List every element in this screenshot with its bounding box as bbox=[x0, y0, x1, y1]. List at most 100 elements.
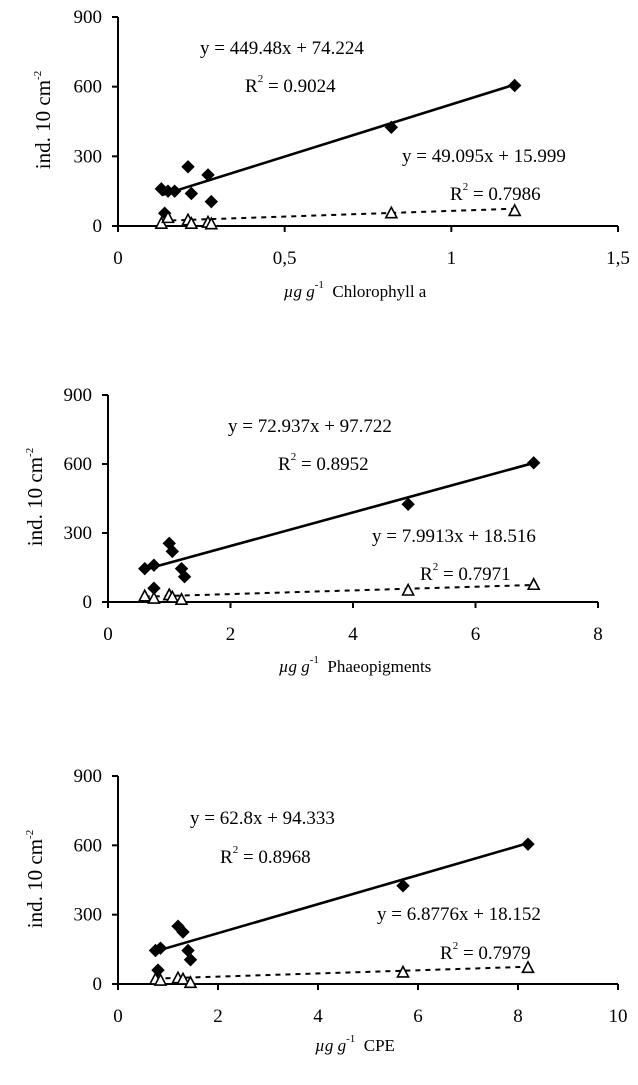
data-point-series-2 bbox=[507, 203, 522, 217]
x-tick-label: 6 bbox=[471, 624, 481, 645]
data-point-series-2 bbox=[147, 590, 161, 604]
r-squared-value: = 0.9024 bbox=[263, 76, 336, 97]
r-squared-value: = 0.7979 bbox=[458, 943, 530, 964]
x-tick-label: 0,5 bbox=[273, 248, 297, 269]
r-squared-symbol: R bbox=[245, 76, 258, 97]
chart-panel-3: 0 2 4 6 8 10 0 300 600 900 ind. 10 cm-2 µg g-1 CPE y… bbox=[23, 766, 628, 1055]
data-point-series-1 bbox=[153, 941, 168, 955]
x-tick-label: 0 bbox=[103, 624, 113, 645]
data-point-series-2 bbox=[521, 960, 535, 974]
data-point-series-1 bbox=[201, 168, 215, 182]
y-axis-title-text: ind. 10 cm bbox=[31, 80, 55, 169]
r-squared-exponent: 2 bbox=[453, 940, 459, 952]
r-squared-symbol: R bbox=[220, 847, 233, 868]
r-squared-series-1: R2 = 0.8968 bbox=[220, 844, 311, 868]
x-axis-title-name: Chlorophyll a bbox=[332, 282, 426, 301]
data-point-series-1 bbox=[507, 78, 522, 93]
trendline-series-1 bbox=[155, 841, 529, 953]
data-point-series-2 bbox=[384, 205, 399, 219]
x-axis-title-unit: µg g bbox=[315, 1036, 346, 1055]
r-squared-series-2: R2 = 0.7971 bbox=[420, 561, 511, 585]
data-point-series-2 bbox=[153, 972, 168, 986]
data-point-series-1 bbox=[177, 569, 192, 584]
r-squared-symbol: R bbox=[420, 564, 433, 585]
y-axis-title-exponent: -2 bbox=[24, 830, 36, 839]
x-axis-title-exponent: -1 bbox=[310, 654, 319, 666]
x-axis-title: µg g-1 Chlorophyll a bbox=[284, 279, 427, 301]
r-squared-exponent: 2 bbox=[258, 73, 264, 85]
y-axis-title-exponent: -2 bbox=[32, 71, 44, 80]
data-point-series-1 bbox=[184, 186, 199, 201]
data-point-series-2 bbox=[165, 589, 180, 603]
regression-equation-series-1: y = 62.8x + 94.333 bbox=[190, 808, 335, 829]
r-squared-symbol: R bbox=[450, 184, 463, 205]
data-point-series-2 bbox=[137, 588, 152, 602]
r-squared-exponent: 2 bbox=[433, 561, 439, 573]
trendline-series-1 bbox=[160, 83, 516, 197]
x-tick-label: 4 bbox=[348, 624, 358, 645]
data-point-series-1 bbox=[204, 194, 219, 209]
trendline-series-2 bbox=[155, 965, 529, 980]
y-tick-label: 900 bbox=[64, 385, 93, 406]
r-squared-series-2: R2 = 0.7979 bbox=[440, 940, 531, 964]
data-point-series-2 bbox=[161, 210, 175, 224]
y-tick-label: 0 bbox=[83, 592, 93, 613]
data-point-series-2 bbox=[396, 964, 410, 978]
trendline-series-1 bbox=[144, 461, 535, 571]
x-tick-label: 2 bbox=[213, 1006, 223, 1027]
data-point-series-1 bbox=[521, 837, 535, 851]
r-squared-symbol: R bbox=[278, 454, 291, 475]
data-point-series-1 bbox=[183, 953, 198, 967]
x-axis-title-unit: µg g bbox=[284, 282, 315, 301]
x-tick-label: 1,5 bbox=[606, 248, 630, 269]
data-point-series-2 bbox=[401, 582, 415, 596]
data-point-series-2 bbox=[184, 215, 199, 229]
x-tick-label: 10 bbox=[609, 1006, 628, 1027]
r-squared-value: = 0.8968 bbox=[238, 847, 310, 868]
x-tick-label: 4 bbox=[313, 1006, 323, 1027]
x-axis-title-name: CPE bbox=[364, 1036, 395, 1055]
data-point-series-1 bbox=[181, 160, 195, 174]
data-point-series-1 bbox=[176, 925, 190, 939]
x-tick-label: 1 bbox=[447, 248, 457, 269]
data-point-series-1 bbox=[181, 943, 195, 958]
x-axis-title: µg g-1 Phaeopigments bbox=[279, 654, 432, 676]
y-axis-title-text: ind. 10 cm bbox=[23, 839, 47, 928]
y-tick-label: 900 bbox=[74, 766, 103, 787]
y-tick-label: 600 bbox=[64, 454, 93, 475]
regression-equation-series-2: y = 6.8776x + 18.152 bbox=[377, 904, 541, 925]
data-point-series-2 bbox=[183, 975, 198, 989]
r-squared-exponent: 2 bbox=[233, 844, 239, 856]
y-tick-label: 300 bbox=[64, 523, 93, 544]
y-tick-label: 900 bbox=[74, 7, 103, 28]
trendline-series-2 bbox=[161, 207, 515, 222]
regression-equation-series-2: y = 7.9913x + 18.516 bbox=[372, 526, 536, 547]
r-squared-exponent: 2 bbox=[463, 181, 469, 193]
y-axis-title-text: ind. 10 cm bbox=[23, 457, 47, 546]
chart-panel-2: 0 2 4 6 8 0 300 600 900 ind. 10 cm-2 µg g-1 Phaeop… bbox=[23, 385, 603, 676]
data-point-series-1 bbox=[165, 544, 180, 559]
y-tick-label: 600 bbox=[74, 835, 103, 856]
r-squared-value: = 0.8952 bbox=[296, 454, 368, 475]
x-axis-title-exponent: -1 bbox=[346, 1033, 355, 1045]
data-point-series-1 bbox=[167, 184, 182, 198]
data-point-series-2 bbox=[204, 216, 219, 230]
y-tick-label: 300 bbox=[74, 905, 103, 926]
x-axis-title-exponent: -1 bbox=[315, 279, 324, 291]
data-point-series-1 bbox=[151, 963, 165, 977]
data-point-series-1 bbox=[526, 456, 541, 470]
trendline-series-2 bbox=[144, 583, 534, 598]
x-tick-label: 6 bbox=[413, 1006, 423, 1027]
r-squared-value: = 0.7971 bbox=[438, 564, 510, 585]
data-point-series-2 bbox=[526, 577, 541, 591]
regression-equation-series-2: y = 49.095x + 15.999 bbox=[402, 146, 566, 167]
r-squared-symbol: R bbox=[440, 943, 453, 964]
r-squared-series-1: R2 = 0.9024 bbox=[245, 73, 336, 97]
data-point-series-1 bbox=[147, 558, 161, 572]
data-point-series-2 bbox=[176, 971, 190, 985]
y-axis-title: ind. 10 cm-2 bbox=[31, 71, 55, 169]
y-tick-label: 600 bbox=[74, 77, 103, 98]
chart-panel-1: 0 0,5 1 1,5 0 300 600 900 ind. 10 cm-2 µg g-1 Chl… bbox=[31, 7, 630, 301]
regression-equation-series-1: y = 72.937x + 97.722 bbox=[228, 416, 392, 437]
